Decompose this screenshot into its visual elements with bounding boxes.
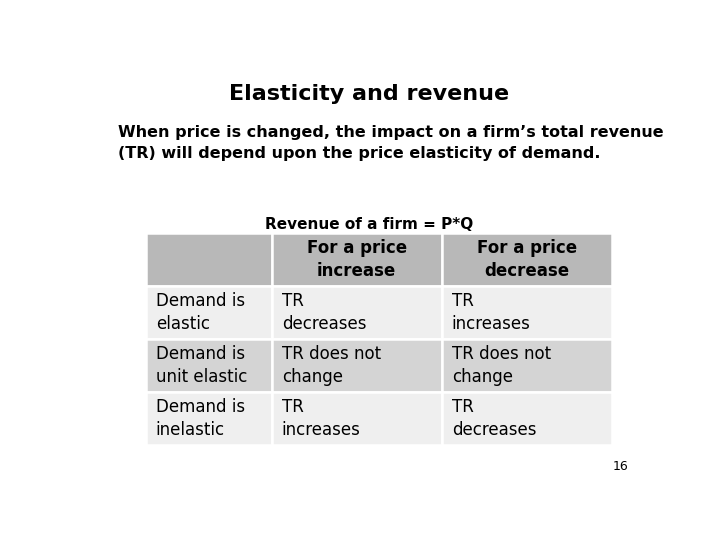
Text: TR
increases: TR increases [451,292,531,333]
Bar [441,286,612,339]
Text: TR
decreases: TR decreases [282,292,366,333]
Bar [271,233,441,286]
Text: Demand is
unit elastic: Demand is unit elastic [156,345,247,386]
Bar [441,233,612,286]
Bar [145,392,271,445]
Bar [145,233,271,286]
Bar [271,286,441,339]
Text: Demand is
elastic: Demand is elastic [156,292,245,333]
Text: 16: 16 [613,460,629,473]
Text: TR does not
change: TR does not change [451,345,551,386]
Text: TR does not
change: TR does not change [282,345,381,386]
Text: For a price
increase: For a price increase [307,239,407,280]
Bar [441,339,612,392]
Bar [271,339,441,392]
Text: Revenue of a firm = P*Q: Revenue of a firm = P*Q [265,217,473,232]
Text: Demand is
inelastic: Demand is inelastic [156,399,245,439]
Text: For a price
decrease: For a price decrease [477,239,577,280]
Bar [145,339,271,392]
Bar [145,286,271,339]
Text: TR
decreases: TR decreases [451,399,536,439]
Bar [271,392,441,445]
Text: TR
increases: TR increases [282,399,361,439]
Text: Elasticity and revenue: Elasticity and revenue [229,84,509,104]
Text: When price is changed, the impact on a firm’s total revenue
(TR) will depend upo: When price is changed, the impact on a f… [118,125,664,161]
Bar [441,392,612,445]
